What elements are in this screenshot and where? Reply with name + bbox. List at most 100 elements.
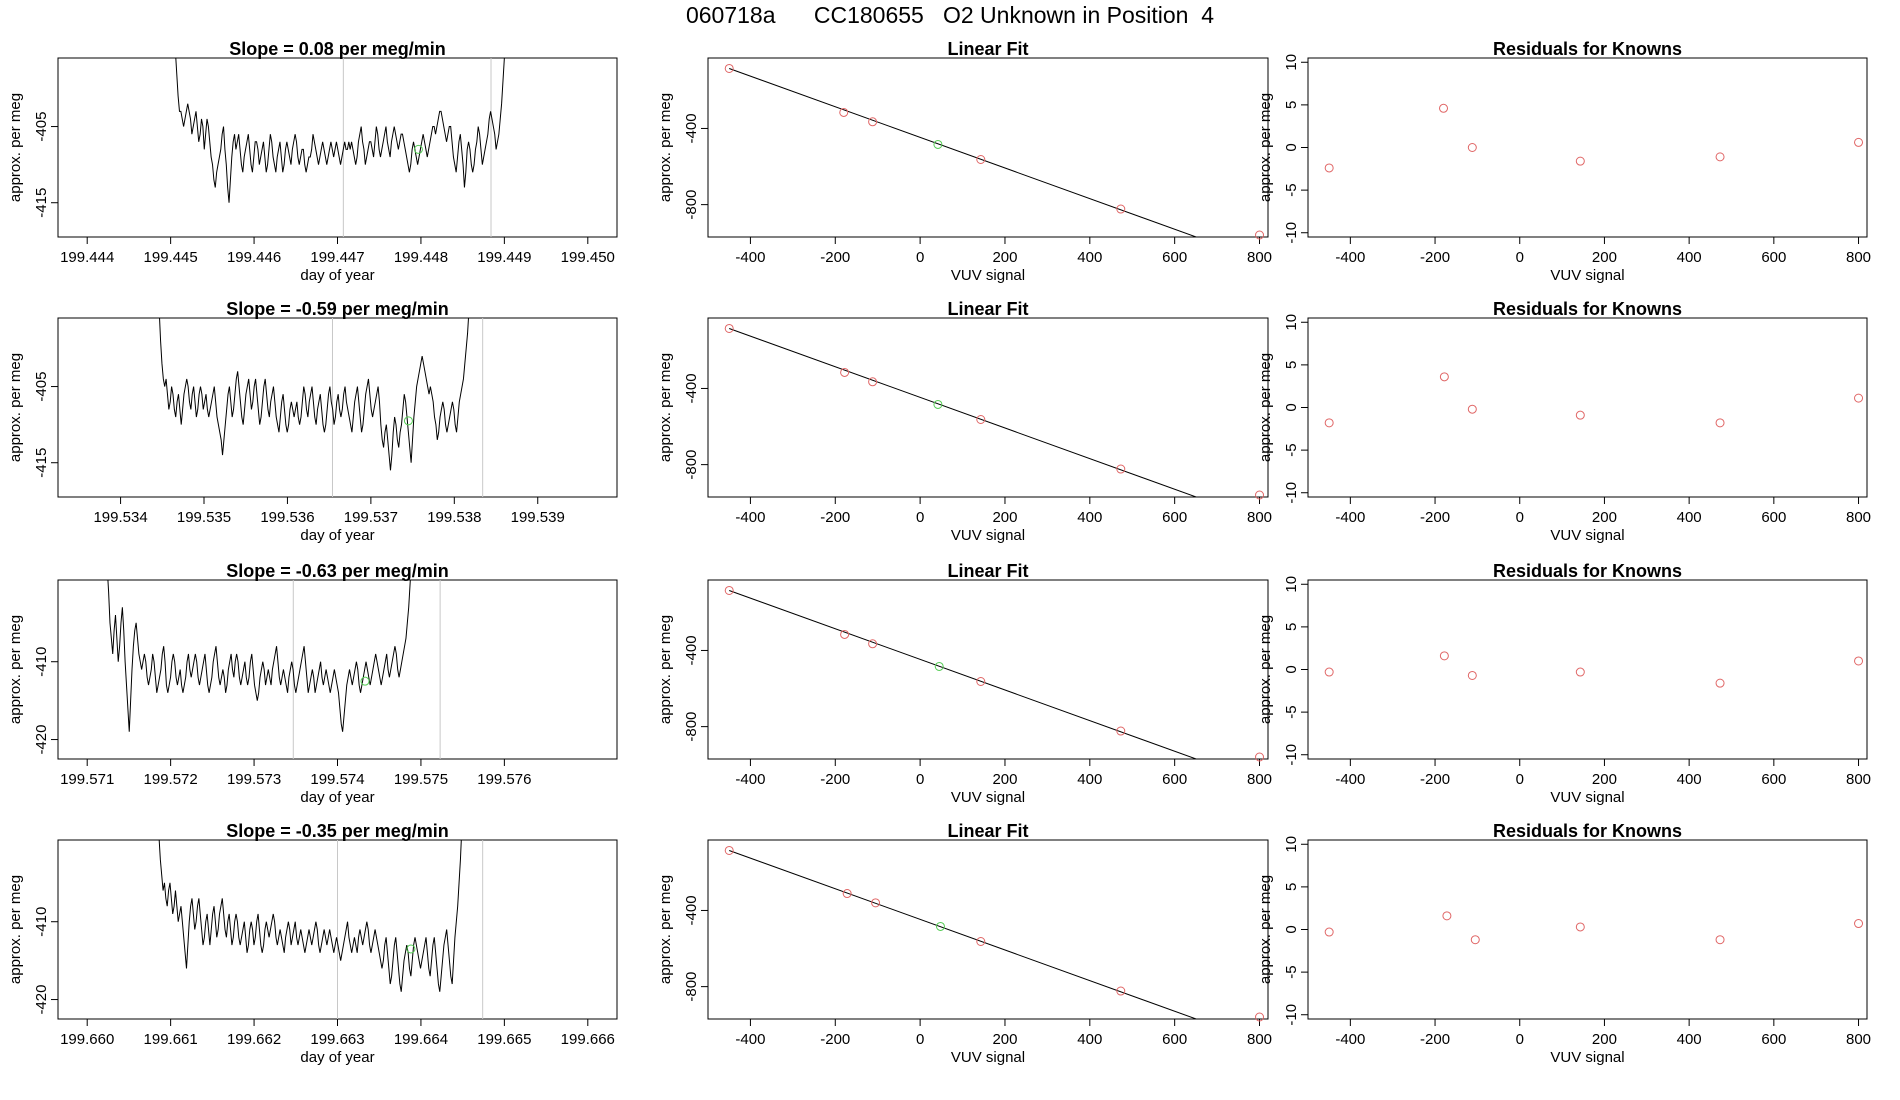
timeseries-3-ytick-label: -410: [33, 907, 50, 937]
linear-fit-2-xlabel: VUV signal: [951, 789, 1025, 806]
residuals-3-xtick-label: 600: [1761, 1031, 1786, 1048]
residuals-3-ytick-label: 0: [1283, 925, 1300, 933]
linear-fit-1-known-point: [976, 414, 986, 424]
linear-fit-3-xtick-label: 400: [1077, 1031, 1102, 1048]
timeseries-3-unknown-point: [406, 944, 416, 954]
linear-fit-1-known-point: [868, 377, 878, 387]
timeseries-0-xtick-label: 199.449: [477, 249, 531, 266]
linear-fit-1-xlabel: VUV signal: [951, 527, 1025, 544]
residuals-0-residual-point: [1467, 143, 1477, 152]
linear-fit-2-xtick-label: -400: [735, 771, 765, 788]
linear-fit-0-ytick-label: -400: [683, 113, 700, 143]
residuals-3-ytick-label: -5: [1283, 965, 1300, 978]
linear-fit-2-xtick-label: 800: [1247, 771, 1272, 788]
timeseries-1-ytick-label: -415: [33, 448, 50, 478]
residuals-1-ytick-label: 5: [1283, 361, 1300, 369]
timeseries-0-xtick-label: 199.445: [144, 249, 198, 266]
timeseries-0-unknown-point: [413, 144, 423, 154]
residuals-1-title: Residuals for Knowns: [1493, 299, 1682, 319]
timeseries-3-series-line: [158, 840, 462, 992]
timeseries-2-ytick-label: -420: [33, 725, 50, 755]
residuals-0-xtick-label: 200: [1592, 249, 1617, 266]
residuals-3-ylabel: approx. per meg: [1257, 875, 1274, 984]
residuals-1-xtick-label: 800: [1846, 509, 1871, 526]
timeseries-2-xtick-label: 199.576: [477, 771, 531, 788]
residuals-1-xtick-label: 400: [1677, 509, 1702, 526]
linear-fit-1-xtick-label: 600: [1162, 509, 1187, 526]
residuals-0-ytick-label: -10: [1283, 222, 1300, 244]
linear-fit-2-ytick-label: -400: [683, 635, 700, 665]
linear-fit-0-known-point: [1116, 204, 1126, 214]
linear-fit-3-ylabel: approx. per meg: [657, 875, 674, 984]
linear-fit-2-known-point: [1116, 726, 1126, 736]
residuals-0-xlabel: VUV signal: [1550, 267, 1624, 284]
linear-fit-0-unknown-point: [933, 139, 943, 149]
timeseries-0-xtick-label: 199.444: [60, 249, 114, 266]
linear-fit-3-known-point: [842, 889, 852, 899]
residuals-3-title: Residuals for Knowns: [1493, 821, 1682, 841]
residuals-2-residual-point: [1854, 656, 1864, 666]
residuals-2-ytick-label: 10: [1283, 576, 1300, 593]
timeseries-3-ylabel: approx. per meg: [7, 875, 24, 984]
residuals-1-xtick-label: -400: [1335, 509, 1365, 526]
linear-fit-0-xtick-label: 0: [916, 249, 924, 266]
residuals-3-xtick-label: 800: [1846, 1031, 1871, 1048]
residuals-1-ytick-label: 0: [1283, 403, 1300, 411]
residuals-3-frame: [1307, 839, 1868, 1020]
linear-fit-3-ytick-label: -800: [683, 972, 700, 1002]
residuals-1-ytick-label: 10: [1283, 314, 1300, 331]
timeseries-0-xtick-label: 199.450: [561, 249, 615, 266]
residuals-1-frame: [1307, 317, 1868, 498]
linear-fit-0-xtick-label: 600: [1162, 249, 1187, 266]
timeseries-0-ylabel: approx. per meg: [7, 93, 24, 202]
residuals-1-xtick-label: 0: [1516, 509, 1524, 526]
timeseries-2-xtick-label: 199.571: [60, 771, 114, 788]
linear-fit-0-xtick-label: 800: [1247, 249, 1272, 266]
linear-fit-1-ytick-label: -800: [683, 450, 700, 480]
linear-fit-1-xtick-label: 800: [1247, 509, 1272, 526]
linear-fit-2-unknown-point: [934, 661, 944, 671]
residuals-2-residual-point: [1467, 670, 1477, 680]
residuals-1-ylabel: approx. per meg: [1257, 353, 1274, 462]
residuals-0-frame: [1307, 57, 1868, 238]
residuals-3-ytick-label: -10: [1283, 1004, 1300, 1026]
residuals-1-ytick-label: -10: [1283, 482, 1300, 504]
timeseries-1-ytick-label: -405: [33, 372, 50, 402]
residuals-2-xtick-label: 600: [1761, 771, 1786, 788]
linear-fit-2-known-point: [840, 629, 850, 639]
timeseries-3-xtick-label: 199.664: [394, 1031, 448, 1048]
residuals-3-residual-point: [1854, 919, 1864, 929]
timeseries-0-series-line: [175, 58, 505, 203]
linear-fit-0-known-point: [868, 117, 878, 127]
residuals-2-residual-point: [1575, 667, 1585, 677]
linear-fit-2-xtick-label: 600: [1162, 771, 1187, 788]
timeseries-0-ytick-label: -415: [33, 188, 50, 218]
residuals-2-xtick-label: -400: [1335, 771, 1365, 788]
residuals-3-ytick-label: 5: [1283, 883, 1300, 891]
linear-fit-3-xtick-label: 800: [1247, 1031, 1272, 1048]
linear-fit-1-xtick-label: 200: [992, 509, 1017, 526]
linear-fit-3-xtick-label: 0: [916, 1031, 924, 1048]
linear-fit-2-ytick-label: -800: [683, 712, 700, 742]
timeseries-3-title: Slope = -0.35 per meg/min: [226, 821, 449, 841]
residuals-1-residual-point: [1439, 372, 1449, 382]
residuals-0-ytick-label: 5: [1283, 101, 1300, 109]
residuals-0-ytick-label: -5: [1283, 183, 1300, 196]
timeseries-3-xlabel: day of year: [300, 1049, 374, 1066]
linear-fit-3-known-point: [724, 845, 734, 855]
linear-fit-0-known-point: [976, 154, 986, 164]
timeseries-2-unknown-point: [360, 676, 370, 686]
linear-fit-3-xtick-label: -400: [735, 1031, 765, 1048]
linear-fit-2-frame: [707, 579, 1269, 760]
linear-fit-3-ytick-label: -400: [683, 895, 700, 925]
timeseries-0-xlabel: day of year: [300, 267, 374, 284]
timeseries-1-xtick-label: 199.534: [93, 509, 147, 526]
timeseries-3-xtick-label: 199.661: [144, 1031, 198, 1048]
linear-fit-1-xtick-label: 0: [916, 509, 924, 526]
linear-fit-3-xtick-label: -200: [820, 1031, 850, 1048]
linear-fit-1-unknown-point: [933, 399, 943, 409]
linear-fit-2-known-point: [868, 639, 878, 649]
linear-fit-0-known-point: [724, 63, 734, 73]
residuals-3-residual-point: [1324, 927, 1334, 937]
residuals-2-xtick-label: -200: [1420, 771, 1450, 788]
